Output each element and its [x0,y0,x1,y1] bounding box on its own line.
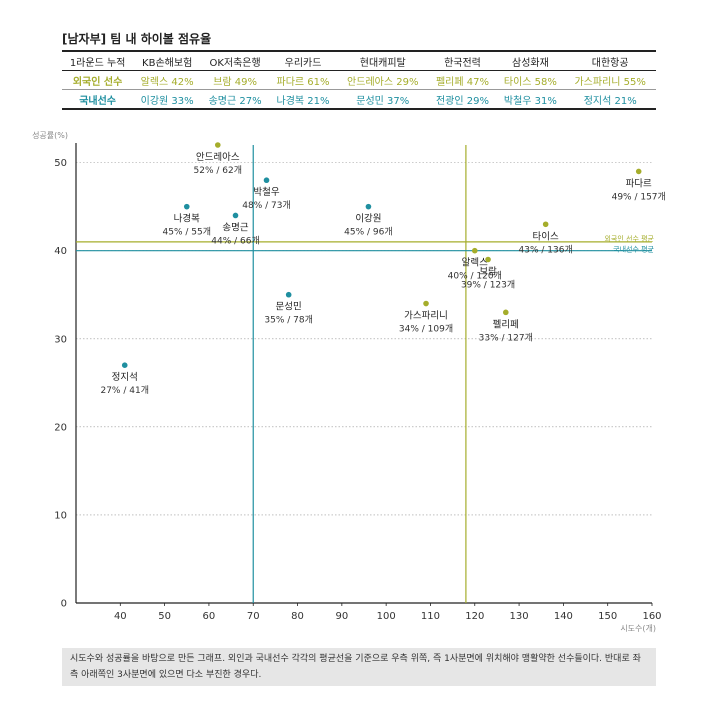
y-tick-label: 40 [54,246,67,257]
x-tick-label: 150 [598,611,617,622]
data-point [214,142,221,148]
y-axis-title: 성공률(%) [32,131,68,140]
data-point [471,247,478,254]
x-tick-label: 50 [158,611,171,622]
table-header-row: 1라운드 누적 KB손해보험 OK저축은행 우리카드 현대캐피탈 한국전력 삼성… [62,50,656,71]
point-value-label: 52% / 62개 [194,165,243,176]
x-tick-label: 40 [114,611,127,622]
point-name-label: 송명근 [222,222,248,233]
point-name-label: 문성민 [276,302,302,313]
point-name-label: 이강원 [355,214,381,225]
point-value-label: 48% / 73개 [242,200,291,211]
table-cell: 송명근 27% [201,89,270,110]
point-name-label: 파다르 [626,178,652,189]
table-cell: 안드레아스 29% [337,70,429,90]
point-name-label: 타이스 [533,231,559,242]
data-point [365,203,372,210]
table-header-cell: 한국전력 [428,50,497,71]
data-point [485,256,491,263]
x-tick-label: 80 [291,611,304,622]
x-tick-label: 70 [247,611,260,622]
table-cell: 파다르 61% [269,70,337,90]
data-point [263,177,270,184]
y-tick-label: 50 [54,158,67,169]
table-header-cell: 우리카드 [269,50,337,71]
x-tick-label: 130 [510,611,529,622]
data-point [502,309,509,316]
x-tick-label: 120 [465,611,484,622]
table-header-cell: KB손해보험 [133,50,202,71]
y-tick-label: 0 [61,599,67,610]
point-name-label: 가스파리니 [404,311,448,322]
point-value-label: 33% / 127개 [479,332,533,343]
table-cell: 문성민 37% [337,89,429,110]
point-value-label: 45% / 55개 [163,227,212,238]
table-header-cell: OK저축은행 [201,50,270,71]
data-point [232,212,239,219]
point-name-label: 브람 [479,266,497,278]
table-header-cell: 현대캐피탈 [337,50,429,71]
table-cell: 나경복 21% [269,89,337,110]
x-tick-label: 160 [642,611,661,622]
chart-title: [남자부] 팀 내 하이볼 점유율 [62,32,212,46]
x-tick-label: 60 [203,611,216,622]
x-tick-label: 110 [421,611,440,622]
table-cell: 이강원 33% [133,89,202,110]
table-cell: 타이스 58% [496,70,565,90]
table-header-cell: 1라운드 누적 [62,50,134,71]
table-row-domestic: 국내선수 이강원 33% 송명근 27% 나경복 21% 문성민 37% 전광인… [62,89,656,110]
table-cell: 박철우 31% [496,89,565,110]
table-cell: 펠리페 47% [428,70,497,90]
point-value-label: 34% / 109개 [399,324,453,335]
point-value-label: 44% / 66개 [211,235,260,246]
data-point [635,168,642,175]
table-row-foreign: 외국인 선수 알렉스 42% 브람 49% 파다르 61% 안드레아스 29% … [62,70,656,90]
point-name-label: 알렉스 [462,258,488,269]
data-point [542,221,549,228]
point-value-label: 39% / 123개 [461,280,515,291]
point-value-label: 35% / 78개 [264,315,313,326]
table-cell: 알렉스 42% [133,70,202,90]
point-value-label: 49% / 157개 [612,191,666,202]
table-header-cell: 삼성화재 [496,50,565,71]
row-label-domestic: 국내선수 [62,89,134,110]
data-point [285,291,292,298]
point-name-label: 나경복 [174,213,200,225]
point-name-label: 펠리페 [493,318,519,330]
table-cell: 브람 49% [201,70,270,90]
foreign-average-label: 외국인 선수 평균 [604,234,654,243]
x-tick-label: 90 [335,611,348,622]
data-point [121,362,128,368]
high-ball-share-table: 1라운드 누적 KB손해보험 OK저축은행 우리카드 현대캐피탈 한국전력 삼성… [62,50,656,110]
x-tick-label: 100 [377,611,396,622]
point-name-label: 안드레아스 [196,152,240,163]
table-header-cell: 대한항공 [564,50,656,71]
table-cell: 정지석 21% [564,89,656,110]
point-value-label: 27% / 41개 [100,385,149,396]
point-value-label: 43% / 136개 [519,244,573,255]
y-tick-label: 10 [54,510,67,521]
x-tick-label: 140 [554,611,573,622]
point-name-label: 정지석 [112,372,138,383]
data-point [183,203,190,210]
scatter-chart: 0 10 20 30 40 50 40 50 60 70 80 90 100 110 120 130 140 15… [32,131,666,633]
x-axis-title: 시도수(개) [620,623,656,633]
domestic-average-label: 국내선수 평균 [613,245,654,254]
point-value-label: 40% / 120개 [448,271,502,282]
chart-annotation: 시도수와 성공률을 바탕으로 만든 그래프. 외인과 국내선수 각각의 평균선을… [62,648,656,686]
table-cell: 전광인 29% [428,89,497,110]
table-cell: 가스파리니 55% [564,70,656,90]
y-tick-label: 20 [54,422,67,433]
row-label-foreign: 외국인 선수 [62,70,134,90]
point-value-label: 45% / 96개 [344,227,393,238]
point-name-label: 박철우 [253,187,279,198]
y-tick-label: 30 [54,334,67,345]
data-point [423,300,429,307]
